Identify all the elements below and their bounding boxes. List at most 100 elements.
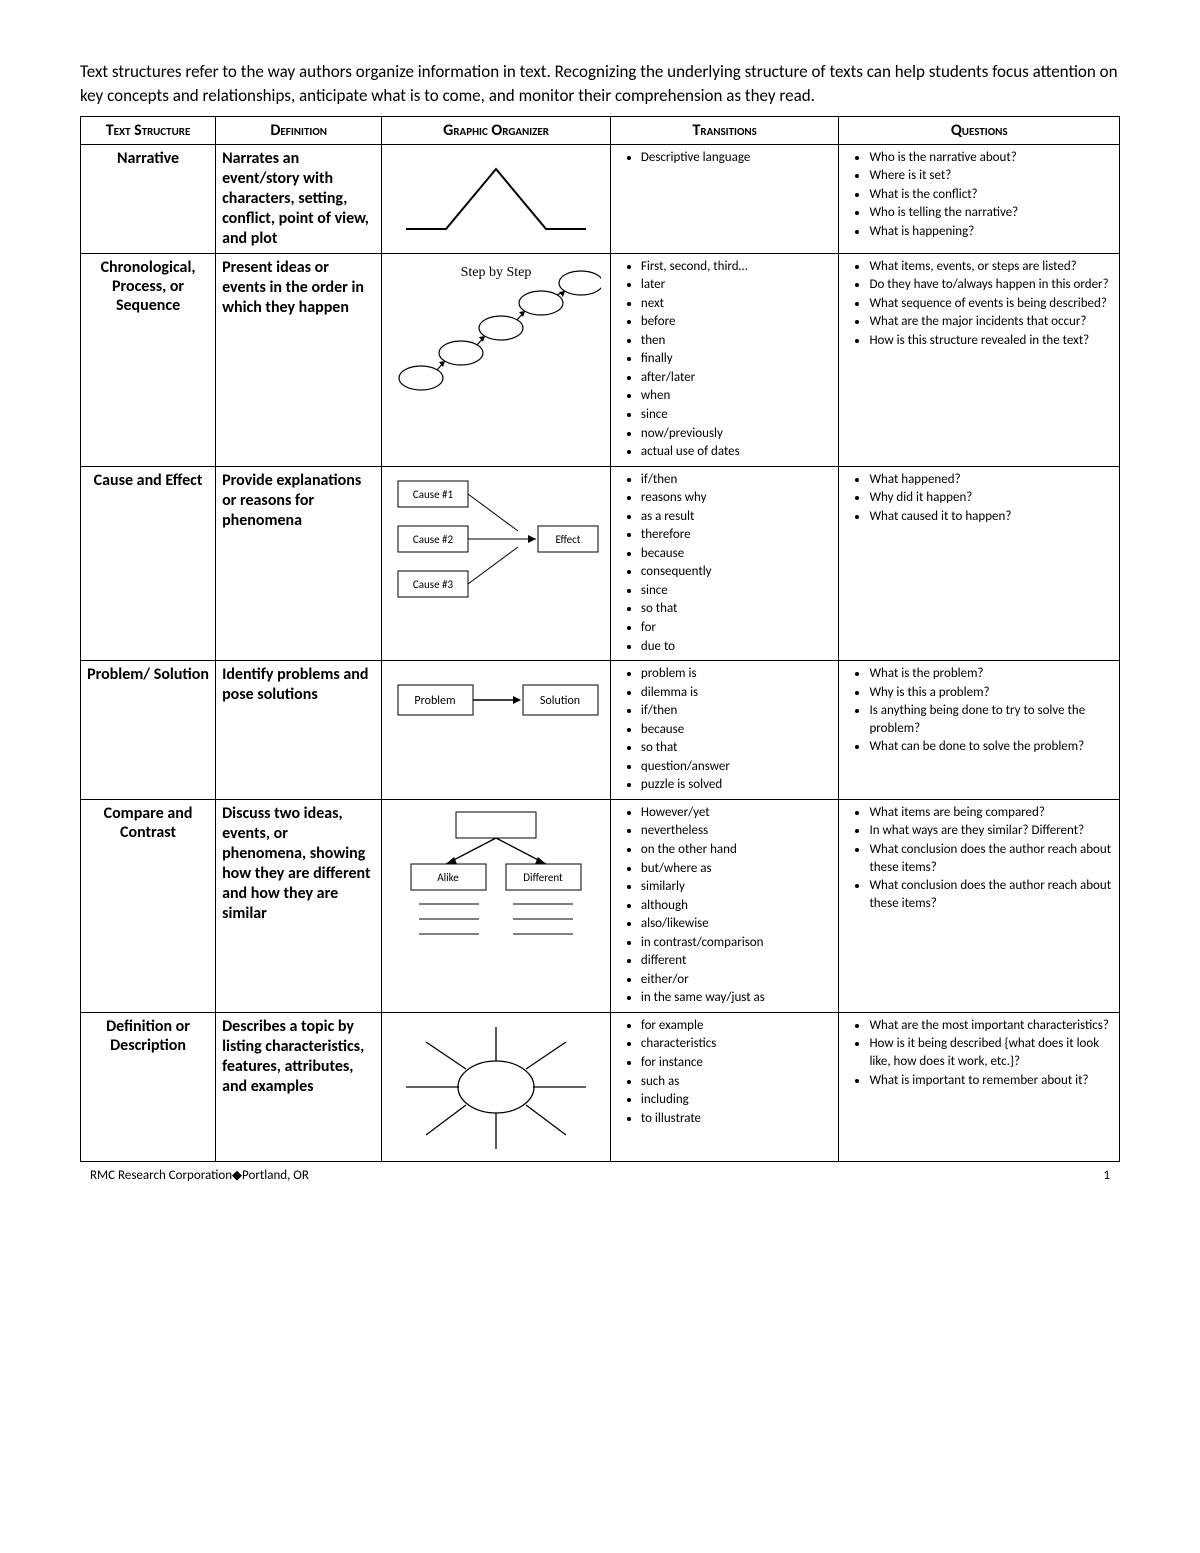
text-structure-table: Text Structure Definition Graphic Organi… — [80, 116, 1120, 1162]
footer-right: 1 — [1103, 1168, 1110, 1183]
transitions-list: However/yetneverthelesson the other hand… — [617, 804, 833, 1007]
header-transitions: Transitions — [610, 116, 839, 144]
transitions-cell: First, second, third…laternextbeforethen… — [610, 253, 839, 466]
list-item: such as — [641, 1073, 833, 1091]
list-item: later — [641, 276, 833, 294]
list-item: next — [641, 295, 833, 313]
list-item: actual use of dates — [641, 443, 833, 461]
table-header-row: Text Structure Definition Graphic Organi… — [81, 116, 1120, 144]
list-item: in contrast/comparison — [641, 934, 833, 952]
svg-text:Alike: Alike — [437, 871, 459, 884]
structure-name: Chronological, Process, or Sequence — [87, 258, 209, 315]
questions-cell: What are the most important characterist… — [839, 1012, 1120, 1161]
list-item: so that — [641, 600, 833, 618]
questions-cell: What items, events, or steps are listed?… — [839, 253, 1120, 466]
list-item: First, second, third… — [641, 258, 833, 276]
questions-list: What is the problem?Why is this a proble… — [845, 665, 1113, 756]
list-item: as a result — [641, 508, 833, 526]
list-item: because — [641, 721, 833, 739]
list-item: What is the conflict? — [869, 186, 1113, 204]
svg-text:Problem: Problem — [415, 694, 456, 708]
list-item: What happened? — [869, 471, 1113, 489]
list-item: What items are being compared? — [869, 804, 1113, 822]
list-item: Do they have to/always happen in this or… — [869, 276, 1113, 294]
transitions-cell: if/thenreasons whyas a resultthereforebe… — [610, 466, 839, 660]
questions-list: What are the most important characterist… — [845, 1017, 1113, 1089]
questions-list: What happened?Why did it happen?What cau… — [845, 471, 1113, 526]
structure-name: Definition or Description — [87, 1017, 209, 1055]
header-graphic-organizer: Graphic Organizer — [382, 116, 611, 144]
svg-text:Effect: Effect — [556, 533, 581, 546]
list-item: Who is the narrative about? — [869, 149, 1113, 167]
definition-cell: Provide explanations or reasons for phen… — [216, 466, 382, 660]
transitions-cell: Descriptive language — [610, 144, 839, 253]
structure-name-cell: Definition or Description — [81, 1012, 216, 1161]
transitions-cell: However/yetneverthelesson the other hand… — [610, 799, 839, 1012]
list-item: What is the problem? — [869, 665, 1113, 683]
page-footer: RMC Research Corporation◆Portland, OR 1 — [80, 1168, 1120, 1183]
list-item: How is it being described {what does it … — [869, 1035, 1113, 1070]
list-item: problem is — [641, 665, 833, 683]
definition-text: Describes a topic by listing characteris… — [222, 1017, 375, 1097]
structure-name: Cause and Effect — [87, 471, 209, 490]
structure-name: Problem/ Solution — [87, 665, 209, 684]
list-item: How is this structure revealed in the te… — [869, 332, 1113, 350]
questions-list: Who is the narrative about?Where is it s… — [845, 149, 1113, 241]
table-row: Narrative Narrates an event/story with ch… — [81, 144, 1120, 253]
list-item: for instance — [641, 1054, 833, 1072]
svg-text:Solution: Solution — [540, 694, 580, 708]
list-item: reasons why — [641, 489, 833, 507]
list-item: dilemma is — [641, 684, 833, 702]
transitions-list: First, second, third…laternextbeforethen… — [617, 258, 833, 461]
list-item: What is happening? — [869, 223, 1113, 241]
list-item: nevertheless — [641, 822, 833, 840]
definition-text: Identify problems and pose solutions — [222, 665, 375, 705]
questions-cell: What items are being compared?In what wa… — [839, 799, 1120, 1012]
definition-cell: Describes a topic by listing characteris… — [216, 1012, 382, 1161]
svg-text:Step by Step: Step by Step — [461, 265, 532, 280]
structure-name: Narrative — [87, 149, 209, 168]
table-row: Chronological, Process, or SequencePrese… — [81, 253, 1120, 466]
structure-name-cell: Chronological, Process, or Sequence — [81, 253, 216, 466]
list-item: Why is this a problem? — [869, 684, 1113, 702]
list-item: since — [641, 406, 833, 424]
organizer-cell: Problem Solution — [382, 661, 611, 800]
definition-cell: Narrates an event/story with characters,… — [216, 144, 382, 253]
table-row: Cause and Effect Provide explanations or … — [81, 466, 1120, 660]
header-questions: Questions — [839, 116, 1120, 144]
list-item: Where is it set? — [869, 167, 1113, 185]
footer-left: RMC Research Corporation◆Portland, OR — [90, 1168, 309, 1183]
list-item: similarly — [641, 878, 833, 896]
list-item: consequently — [641, 563, 833, 581]
list-item: Who is telling the narrative? — [869, 204, 1113, 222]
list-item: on the other hand — [641, 841, 833, 859]
svg-text:Cause #2: Cause #2 — [413, 533, 454, 546]
definition-cell: Present ideas or events in the order in … — [216, 253, 382, 466]
list-item: characteristics — [641, 1035, 833, 1053]
list-item: In what ways are they similar? Different… — [869, 822, 1113, 840]
transitions-list: Descriptive language — [617, 149, 833, 167]
table-row: Definition or Description Describes a top… — [81, 1012, 1120, 1161]
organizer-cell — [382, 1012, 611, 1161]
transitions-list: if/thenreasons whyas a resultthereforebe… — [617, 471, 833, 655]
organizer-cell: Step by Step — [382, 253, 611, 466]
list-item: if/then — [641, 471, 833, 489]
list-item: if/then — [641, 702, 833, 720]
header-text-structure: Text Structure — [81, 116, 216, 144]
definition-text: Present ideas or events in the order in … — [222, 258, 375, 318]
definition-text: Narrates an event/story with characters,… — [222, 149, 375, 249]
header-definition: Definition — [216, 116, 382, 144]
structure-name: Compare and Contrast — [87, 804, 209, 842]
intro-text: Text structures refer to the way authors… — [80, 60, 1120, 108]
list-item: for — [641, 619, 833, 637]
list-item: therefore — [641, 526, 833, 544]
list-item: for example — [641, 1017, 833, 1035]
list-item: What can be done to solve the problem? — [869, 738, 1113, 756]
list-item: now/previously — [641, 425, 833, 443]
svg-text:Cause #1: Cause #1 — [413, 488, 454, 501]
organizer-cell: Alike Different — [382, 799, 611, 1012]
transitions-list: problem isdilemma isif/thenbecauseso tha… — [617, 665, 833, 794]
structure-name-cell: Problem/ Solution — [81, 661, 216, 800]
list-item: due to — [641, 638, 833, 656]
definition-cell: Identify problems and pose solutions — [216, 661, 382, 800]
